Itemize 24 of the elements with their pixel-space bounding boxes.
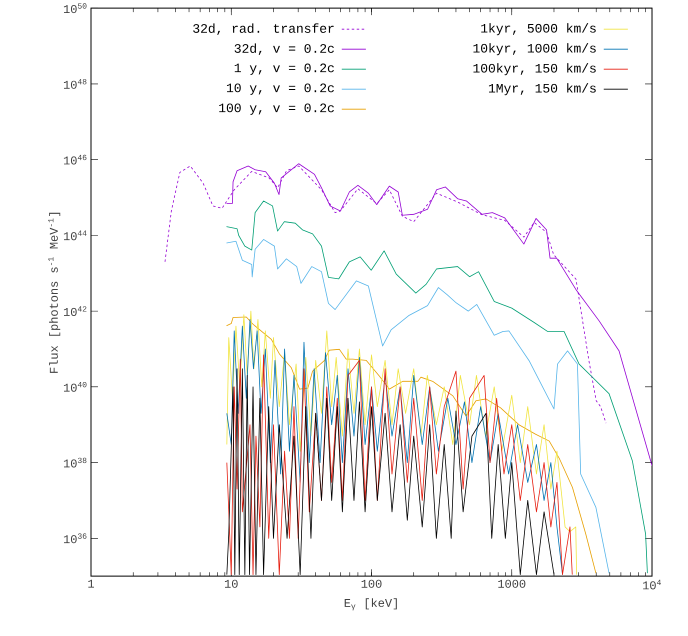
text: E$_{γ}$ [keV] [344, 598, 397, 610]
legend-label: 1Myr, 150 km/s [488, 83, 596, 96]
x-tick-label: 1 [88, 580, 94, 588]
x-tick-label: 1000 [498, 580, 526, 588]
legend-label: 1 y, v = 0.2c [234, 63, 334, 75]
legend-label: 100 y, v = 0.2c [219, 103, 334, 115]
x-tick-label: 10$^{4}$ [643, 580, 661, 590]
legend-label: 10kyr, 1000 km/s [473, 43, 596, 56]
legend-label: 1kyr, 5000 km/s [481, 23, 596, 36]
y-tick-label: 10$^{48}$ [64, 78, 86, 89]
y-tick-label: 10$^{44}$ [64, 230, 87, 240]
legend-label: 100kyr, 150 km/s [473, 63, 596, 76]
y-tick-label: 10$^{50}$ [64, 3, 86, 13]
y-axis-title: Flux [photons s$^{-1}$ MeV$^{-1}$] [48, 212, 60, 373]
legend-label: 10 y, v = 0.2c [226, 83, 334, 95]
y-tick-label: 10$^{36}$ [64, 533, 86, 544]
y-tick-label: 10$^{46}$ [64, 154, 86, 164]
y-tick-label: 10$^{38}$ [64, 458, 86, 468]
y-tick-label: 10$^{42}$ [64, 306, 86, 316]
x-tick-label: 10 [224, 580, 238, 588]
y-tick-label: 10$^{40}$ [64, 382, 86, 392]
x-tick-label: 100 [362, 580, 382, 588]
legend-label: 32d, v = 0.2c [234, 43, 334, 55]
legend-label: 32d, rad. transfer [193, 23, 334, 35]
